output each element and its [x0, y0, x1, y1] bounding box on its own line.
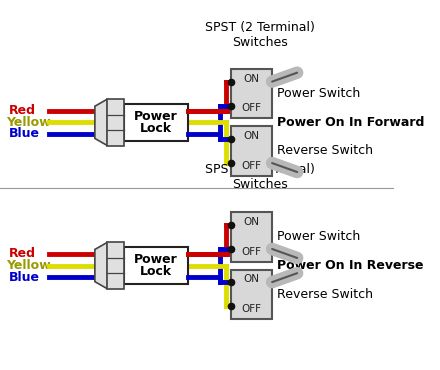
- Bar: [107, 99, 124, 146]
- Text: Yellow: Yellow: [6, 259, 51, 272]
- Text: Power: Power: [134, 253, 178, 266]
- Bar: [231, 127, 272, 176]
- Text: OFF: OFF: [242, 161, 261, 171]
- Text: Power Switch: Power Switch: [278, 231, 361, 243]
- Bar: [231, 212, 272, 262]
- Text: OFF: OFF: [242, 247, 261, 257]
- Text: ON: ON: [243, 275, 260, 285]
- Bar: [231, 270, 272, 319]
- Bar: [231, 69, 272, 118]
- Text: SPST (2 Terminal)
Switches: SPST (2 Terminal) Switches: [205, 163, 315, 191]
- Bar: [124, 104, 188, 141]
- Text: OFF: OFF: [242, 304, 261, 314]
- Text: SPST (2 Terminal)
Switches: SPST (2 Terminal) Switches: [205, 21, 315, 49]
- Text: Yellow: Yellow: [6, 116, 51, 129]
- Text: Power On In Forward: Power On In Forward: [278, 116, 425, 129]
- Text: Blue: Blue: [9, 271, 40, 284]
- Text: Lock: Lock: [139, 122, 172, 135]
- Text: Power Switch: Power Switch: [278, 87, 361, 100]
- Polygon shape: [95, 242, 107, 289]
- Text: Power On In Reverse: Power On In Reverse: [278, 259, 424, 272]
- Text: Red: Red: [9, 104, 36, 117]
- Polygon shape: [95, 99, 107, 146]
- Text: ON: ON: [243, 131, 260, 141]
- Text: Red: Red: [9, 248, 36, 260]
- Text: OFF: OFF: [242, 104, 261, 114]
- Text: Lock: Lock: [139, 265, 172, 278]
- Text: Reverse Switch: Reverse Switch: [278, 288, 374, 301]
- Text: Power: Power: [134, 110, 178, 122]
- Bar: [107, 242, 124, 289]
- Text: Reverse Switch: Reverse Switch: [278, 145, 374, 158]
- Text: Blue: Blue: [9, 128, 40, 141]
- Text: ON: ON: [243, 217, 260, 227]
- Bar: [124, 247, 188, 285]
- Text: ON: ON: [243, 74, 260, 84]
